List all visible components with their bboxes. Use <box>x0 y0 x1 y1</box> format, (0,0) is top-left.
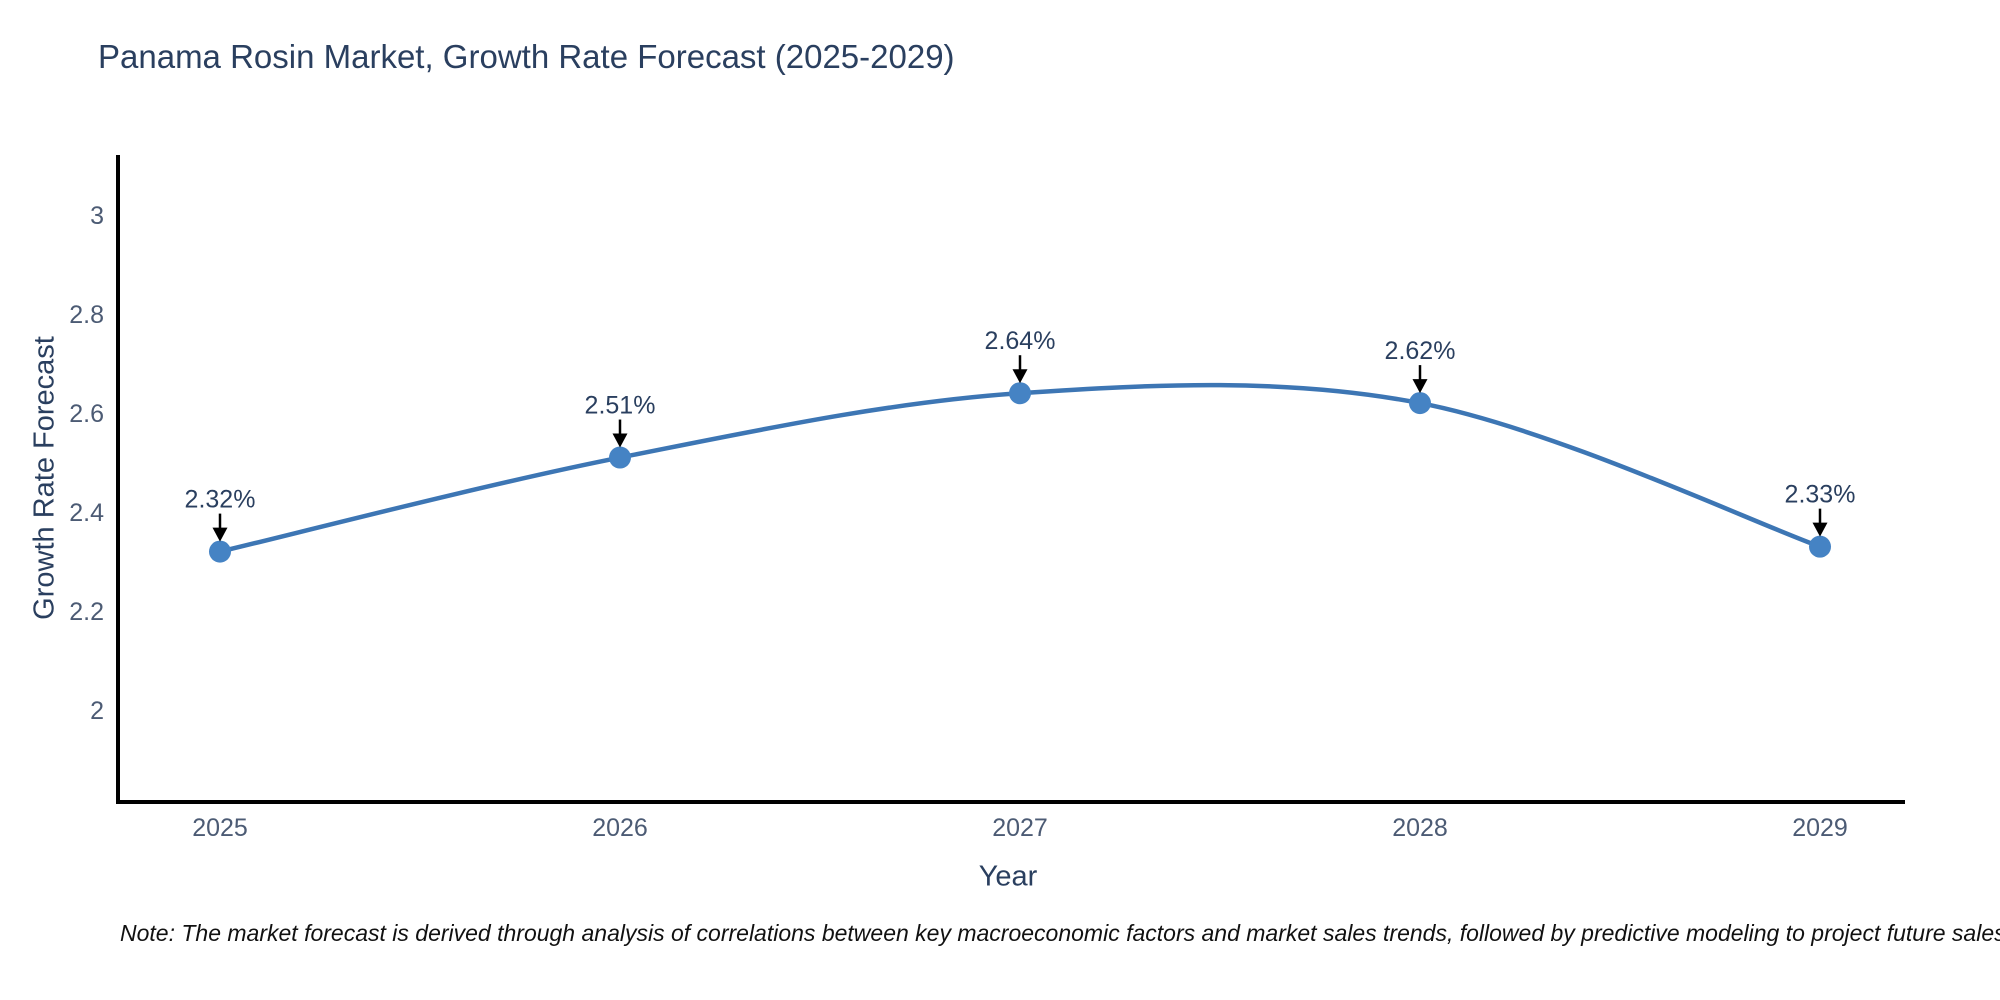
data-point-marker <box>1409 392 1431 415</box>
data-point-marker <box>609 446 631 469</box>
y-tick-label: 2.6 <box>69 400 104 428</box>
annotation-arrowhead <box>1812 522 1828 537</box>
annotation-arrowhead <box>1412 379 1428 394</box>
point-annotation-label: 2.32% <box>185 486 256 514</box>
y-tick-label: 2 <box>90 697 104 725</box>
x-tick-label: 2027 <box>992 814 1048 842</box>
y-tick-label: 3 <box>90 202 104 230</box>
point-annotation-label: 2.51% <box>585 392 656 420</box>
point-annotation-label: 2.62% <box>1385 337 1456 365</box>
point-annotation-label: 2.33% <box>1785 481 1856 509</box>
y-tick-label: 2.8 <box>69 301 104 329</box>
data-point-marker <box>1809 535 1831 558</box>
y-tick-label: 2.4 <box>69 499 104 527</box>
x-tick-label: 2028 <box>1392 814 1448 842</box>
point-annotation-label: 2.64% <box>985 327 1056 355</box>
x-tick-label: 2026 <box>592 814 648 842</box>
y-tick-label: 2.2 <box>69 598 104 626</box>
annotation-arrowhead <box>612 433 628 448</box>
annotation-arrowhead <box>212 527 228 542</box>
x-axis-title: Year <box>978 860 1038 893</box>
x-tick-label: 2029 <box>1792 814 1848 842</box>
data-point-marker <box>209 540 231 563</box>
series-line <box>219 382 1821 554</box>
axis-lines <box>116 155 1905 804</box>
y-axis-title: Growth Rate Forecast <box>28 336 61 620</box>
annotation-arrowhead <box>1012 369 1028 384</box>
x-tick-label: 2025 <box>192 814 248 842</box>
chart-footnote: Note: The market forecast is derived thr… <box>120 920 2000 946</box>
data-point-marker <box>1009 382 1031 405</box>
chart-title: Panama Rosin Market, Growth Rate Forecas… <box>98 38 955 75</box>
